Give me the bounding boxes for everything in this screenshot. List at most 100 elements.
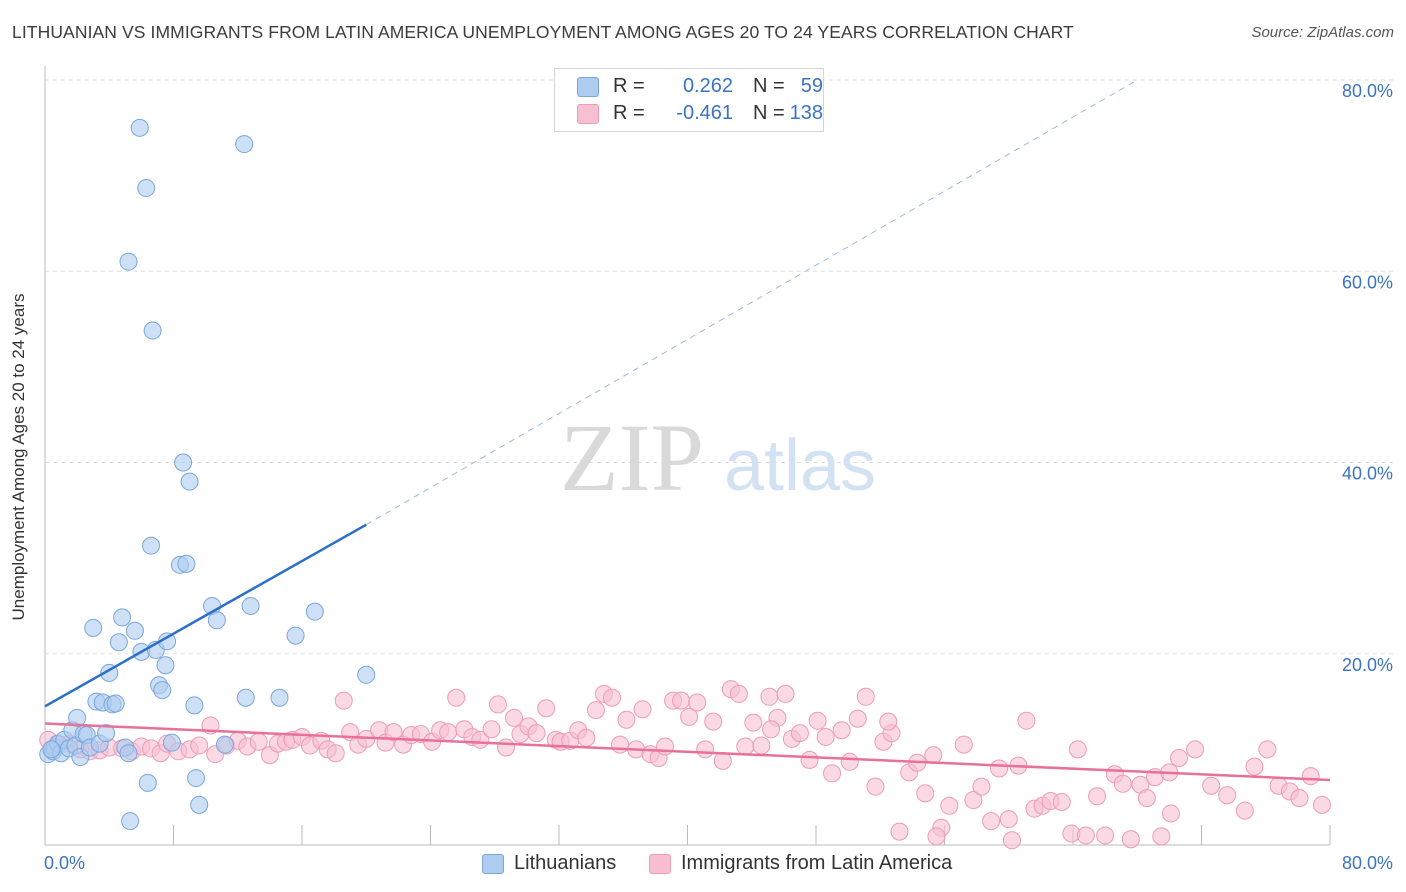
data-point-lithuanians (305, 602, 324, 621)
data-point-lithuanians (174, 453, 193, 472)
data-point-lithuanians (106, 694, 125, 713)
data-point-latin-america (1161, 804, 1180, 823)
data-point-lithuanians (207, 611, 226, 630)
legend-r-label: R = (613, 102, 645, 124)
data-point-latin-america (762, 720, 781, 739)
data-point-latin-america (1017, 711, 1036, 730)
data-point-lithuanians (119, 252, 138, 271)
data-point-latin-america (1186, 740, 1205, 759)
data-point-latin-america (1301, 767, 1320, 786)
data-point-latin-america (505, 708, 524, 727)
data-point-lithuanians (186, 769, 205, 788)
data-point-latin-america (1202, 776, 1221, 795)
data-point-lithuanians (235, 135, 254, 154)
tick-labels: 20.0% 40.0% 60.0% 80.0% 0.0% 80.0% (44, 81, 1393, 873)
data-point-latin-america (954, 735, 973, 754)
data-point-latin-america (1113, 774, 1132, 793)
data-point-latin-america (326, 744, 345, 763)
data-point-lithuanians (185, 696, 204, 715)
data-point-lithuanians (109, 633, 128, 652)
data-point-latin-america (672, 691, 691, 710)
legend-label: Lithuanians (514, 852, 617, 874)
axes (44, 66, 1331, 846)
data-point-latin-america (1258, 740, 1277, 759)
watermark: ZIP atlas (560, 404, 876, 511)
data-point-latin-america (1218, 786, 1237, 805)
data-point-latin-america (384, 723, 403, 742)
data-point-latin-america (680, 707, 699, 726)
data-point-lithuanians (357, 665, 376, 684)
data-point-lithuanians (113, 608, 132, 627)
data-point-latin-america (927, 827, 946, 846)
data-point-lithuanians (97, 724, 116, 743)
data-point-latin-america (752, 736, 771, 755)
y-axis-label: Unemployment Among Ages 20 to 24 years (9, 293, 28, 621)
data-point-latin-america (1312, 795, 1331, 814)
data-point-latin-america (496, 738, 515, 757)
data-point-latin-america (633, 700, 652, 719)
data-point-lithuanians (177, 554, 196, 573)
data-point-latin-america (729, 684, 748, 703)
data-point-latin-america (527, 724, 546, 743)
data-point-latin-america (916, 784, 935, 803)
data-point-latin-america (334, 691, 353, 710)
data-point-lithuanians (142, 536, 161, 555)
data-point-latin-america (190, 736, 209, 755)
data-point-latin-america (972, 777, 991, 796)
data-point-latin-america (1121, 830, 1140, 849)
x-tick-label: 0.0% (44, 853, 85, 873)
series-latin-america (39, 680, 1331, 850)
data-point-lithuanians (125, 621, 144, 640)
data-point-latin-america (617, 710, 636, 729)
trend-line-lithuanians (44, 523, 367, 708)
legend-n-label: N = (753, 102, 785, 124)
data-point-latin-america (1245, 757, 1264, 776)
legend-swatch-blue (577, 77, 599, 97)
data-point-latin-america (713, 751, 732, 770)
data-point-lithuanians (119, 744, 138, 763)
data-point-latin-america (603, 688, 622, 707)
y-tick-label: 40.0% (1342, 464, 1393, 484)
data-point-latin-america (249, 732, 268, 751)
data-point-latin-america (1290, 789, 1309, 808)
data-point-lithuanians (68, 708, 87, 727)
data-point-latin-america (1002, 831, 1021, 850)
data-point-latin-america (1235, 801, 1254, 820)
data-point-lithuanians (153, 681, 172, 700)
source-label: Source: ZipAtlas.com (1251, 24, 1394, 41)
data-point-latin-america (808, 711, 827, 730)
data-point-latin-america (482, 720, 501, 739)
data-point-latin-america (439, 723, 458, 742)
data-point-latin-america (840, 752, 859, 771)
trend-lines (44, 79, 1331, 782)
legend-swatch-pink (649, 854, 671, 874)
data-point-latin-america (776, 684, 795, 703)
trend-line-latin-america (44, 722, 1331, 782)
legend-n-value: 138 (789, 102, 823, 124)
data-point-latin-america (816, 727, 835, 746)
data-point-lithuanians (270, 688, 289, 707)
y-tick-label: 80.0% (1342, 81, 1393, 101)
legend-label: Immigrants from Latin America (681, 852, 953, 874)
watermark-atlas: atlas (724, 426, 876, 506)
data-point-lithuanians (84, 618, 103, 637)
data-point-latin-america (744, 713, 763, 732)
data-point-lithuanians (137, 179, 156, 198)
watermark-zip: ZIP (560, 404, 704, 511)
y-tick-label: 60.0% (1342, 272, 1393, 292)
data-point-latin-america (611, 735, 630, 754)
chart-title: LITHUANIAN VS IMMIGRANTS FROM LATIN AMER… (12, 22, 1074, 42)
data-point-latin-america (866, 777, 885, 796)
data-point-lithuanians (236, 688, 255, 707)
data-point-latin-america (990, 759, 1009, 778)
data-point-lithuanians (130, 118, 149, 137)
gridlines (45, 79, 1395, 655)
data-point-latin-america (696, 740, 715, 759)
y-tick-label: 20.0% (1342, 655, 1393, 675)
legend-r-value: 0.262 (682, 75, 733, 97)
data-point-lithuanians (180, 472, 199, 491)
data-point-lithuanians (156, 656, 175, 675)
legend-n-label: N = (753, 75, 785, 97)
data-point-latin-america (1170, 748, 1189, 767)
